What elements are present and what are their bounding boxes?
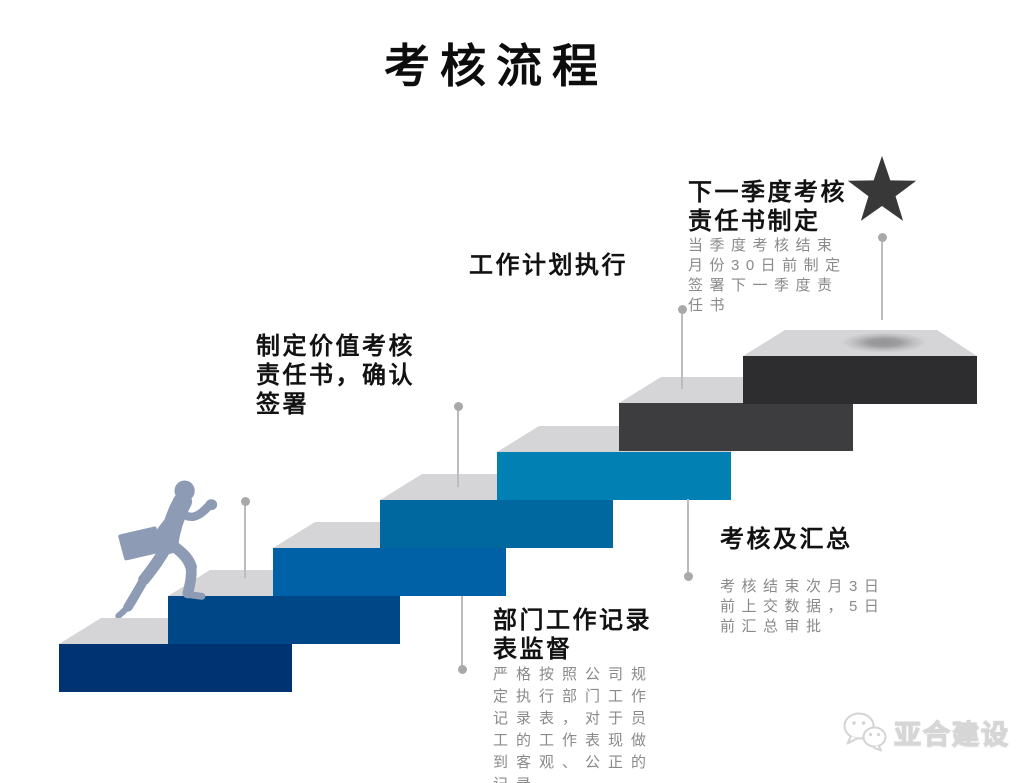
stair-step-6-front	[619, 403, 853, 451]
connector-line-3	[461, 596, 463, 669]
brand-watermark: 亚合建设	[843, 712, 1010, 752]
connector-dot-1	[240, 496, 250, 506]
connector-dot-5	[683, 571, 693, 581]
connector-line-1	[244, 501, 246, 578]
stage-heading: 下一季度考核 责任书制定	[688, 179, 847, 235]
stair-step-7-front	[743, 356, 977, 404]
stair-step-5-front	[497, 452, 731, 500]
connector-line-2	[457, 406, 459, 487]
stage-label-sign-responsibility: 制定价值考核 责任书，确认 签署	[256, 332, 415, 419]
stair-step-1-front	[59, 644, 292, 692]
stage-description: 当季度考核结束 月份30日前制定 签署下一季度责 任书	[688, 237, 847, 314]
platform-spot	[832, 330, 936, 355]
stage-heading: 部门工作记录 表监督	[493, 607, 652, 663]
connector-dot-4	[677, 304, 687, 314]
stage-label-plan-execution: 工作计划执行	[469, 251, 628, 280]
page-title: 考核流程	[384, 40, 608, 92]
stair-step-4-front	[380, 500, 613, 548]
stage-heading: 制定价值考核 责任书，确认 签署	[256, 333, 415, 418]
stage-description: 严格按照公司规 定执行部门工作 记录表，对于员 工的工作表现做 到客观、公正的 …	[493, 666, 655, 783]
connector-dot-6	[877, 232, 887, 242]
stage-label-next-quarter: 下一季度考核 责任书制定 当季度考核结束 月份30日前制定 签署下一季度责 任书	[688, 178, 847, 316]
star-icon	[847, 155, 917, 221]
stage-label-record-supervision: 部门工作记录 表监督 严格按照公司规 定执行部门工作 记录表，对于员 工的工作表…	[493, 606, 654, 783]
stair-step-2-front	[168, 596, 400, 644]
wechat-icon	[843, 712, 887, 752]
connector-dot-2	[453, 401, 463, 411]
stage-heading: 考核及汇总	[720, 526, 853, 553]
stair-step-3-front	[273, 548, 506, 596]
connector-line-6	[881, 237, 883, 320]
connector-dot-3	[457, 664, 467, 674]
stage-heading: 工作计划执行	[469, 252, 628, 279]
stage-description: 考核结束次月3日 前上交数据，5日 前汇总审批	[720, 578, 886, 635]
stage-label-assessment-summary: 考核及汇总 考核结束次月3日 前上交数据，5日 前汇总审批	[720, 525, 885, 637]
connector-line-4	[681, 309, 683, 389]
businessman-silhouette-icon	[115, 480, 218, 618]
connector-line-5	[687, 499, 689, 576]
brand-name: 亚合建设	[893, 719, 1010, 750]
